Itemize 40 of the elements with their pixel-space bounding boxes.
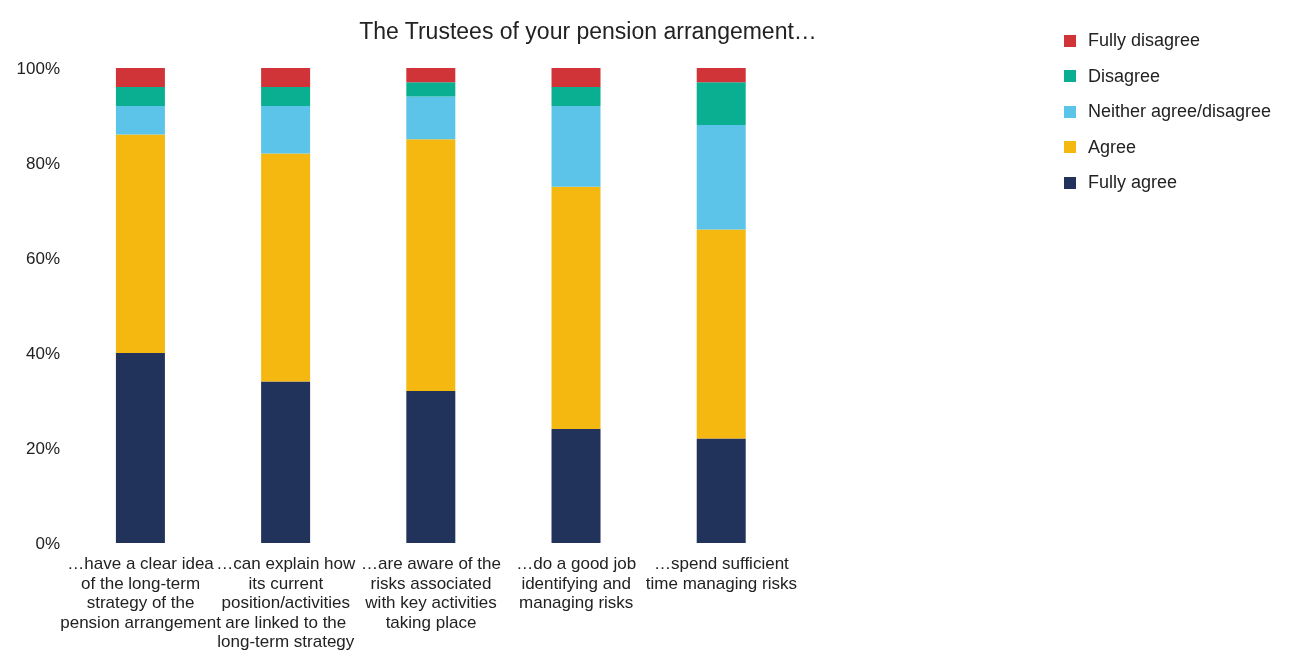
y-tick-label: 20% (25, 439, 60, 459)
y-tick-label: 60% (25, 249, 60, 269)
bar (696, 125, 746, 230)
bar (406, 96, 456, 140)
bar (261, 87, 311, 106)
legend-label: Agree (1088, 136, 1137, 158)
bar (115, 68, 165, 87)
legend-label: Fully disagree (1088, 30, 1201, 52)
x-tick-label: …are aware of the risks associated with key activities taking place (361, 554, 501, 632)
bar (551, 68, 601, 87)
bar (696, 438, 746, 543)
y-tick-label: 0% (35, 534, 60, 554)
bar (551, 186, 601, 429)
bar (115, 106, 165, 135)
y-tick-label: 80% (25, 154, 60, 174)
bar (551, 429, 601, 543)
bar (696, 229, 746, 439)
legend-label: Disagree (1088, 65, 1161, 87)
bar (261, 381, 311, 543)
y-tick-label: 100% (16, 59, 60, 79)
x-tick-label: …do a good job identifying and managing risks (516, 554, 637, 612)
bar (406, 391, 456, 543)
bar (406, 68, 456, 83)
legend-label: Fully agree (1088, 172, 1178, 194)
bar (551, 87, 601, 106)
bar (406, 82, 456, 97)
y-tick-label: 40% (25, 344, 60, 364)
bar (115, 353, 165, 543)
bar (696, 68, 746, 83)
bar (261, 153, 311, 382)
bar (115, 87, 165, 106)
x-tick-label: …spend sufficient time managing risks (645, 554, 797, 593)
legend-label: Neither agree/disagree (1088, 101, 1272, 123)
bar (115, 134, 165, 353)
bar (261, 106, 311, 154)
chart-title: The Trustees of your pension arrangement… (359, 18, 817, 44)
bar (261, 68, 311, 87)
bar (551, 106, 601, 187)
bar (696, 82, 746, 125)
bar (406, 139, 456, 391)
